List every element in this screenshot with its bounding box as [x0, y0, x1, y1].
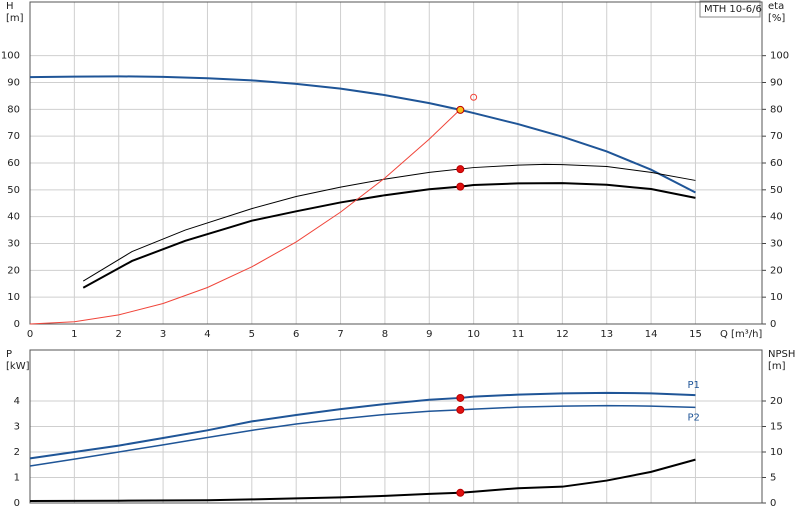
- y-tick-label: 10: [7, 292, 20, 303]
- series-label: P1: [687, 380, 699, 391]
- y2-axis-label: [%]: [768, 13, 785, 24]
- title-box: [699, 0, 761, 18]
- y-tick-label: 60: [7, 158, 20, 169]
- y-tick-label: 0: [14, 319, 20, 330]
- duty-point: [456, 488, 465, 497]
- y2-axis-label: [m]: [768, 361, 786, 372]
- duty-point: [470, 93, 478, 101]
- duty-point: [456, 105, 465, 114]
- y2-tick-label: 30: [770, 239, 783, 250]
- y-tick-label: 100: [1, 51, 20, 62]
- y-tick-label: 20: [7, 265, 20, 276]
- x-tick-label: 13: [600, 329, 613, 340]
- duty-point: [456, 165, 465, 174]
- y-axis-label: P: [6, 349, 12, 360]
- curve: [29, 458, 696, 502]
- series-label: P2: [687, 412, 699, 423]
- chart-title: MTH 10-6/6: [704, 4, 762, 15]
- duty-point: [456, 405, 465, 414]
- x-tick-label: 9: [426, 329, 432, 340]
- x-tick-label: 3: [160, 329, 166, 340]
- curve: [82, 182, 696, 289]
- y2-tick-label: 20: [770, 265, 783, 276]
- x-tick-label: 5: [249, 329, 255, 340]
- x-tick-label: 12: [556, 329, 569, 340]
- y2-tick-label: 0: [770, 319, 776, 330]
- y-tick-label: 40: [7, 212, 20, 223]
- y-tick-label: 80: [7, 104, 20, 115]
- y2-tick-label: 15: [770, 422, 783, 433]
- y2-tick-label: 0: [770, 498, 776, 509]
- y2-tick-label: 10: [770, 292, 783, 303]
- x-tick-label: 10: [467, 329, 480, 340]
- curve: [29, 108, 461, 325]
- y2-tick-label: 40: [770, 212, 783, 223]
- y-tick-label: 0: [14, 498, 20, 509]
- x-tick-label: 11: [512, 329, 525, 340]
- x-tick-label: 6: [293, 329, 299, 340]
- duty-point: [456, 182, 465, 191]
- y2-tick-label: 10: [770, 447, 783, 458]
- y-tick-label: 30: [7, 239, 20, 250]
- curve: [29, 391, 696, 460]
- y2-axis-label: eta: [768, 1, 784, 12]
- x-tick-label: 7: [337, 329, 343, 340]
- x-tick-label: 4: [204, 329, 210, 340]
- y2-axis-label: NPSH: [768, 349, 795, 360]
- y-tick-label: 70: [7, 131, 20, 142]
- curve: [82, 163, 696, 282]
- y-tick-label: 2: [14, 447, 20, 458]
- y2-tick-label: 80: [770, 104, 783, 115]
- y2-tick-label: 50: [770, 185, 783, 196]
- y2-tick-label: 20: [770, 396, 783, 407]
- x-axis-label: Q [m³/h]: [720, 329, 762, 340]
- y2-tick-label: 60: [770, 158, 783, 169]
- y-tick-label: 4: [14, 396, 20, 407]
- y2-tick-label: 70: [770, 131, 783, 142]
- y-axis-label: [m]: [6, 13, 24, 24]
- y-tick-label: 3: [14, 422, 20, 433]
- y-tick-label: 90: [7, 78, 20, 89]
- x-tick-label: 2: [116, 329, 122, 340]
- plot-frame: [29, 349, 763, 504]
- y-tick-label: 1: [14, 473, 20, 484]
- y2-tick-label: 5: [770, 473, 776, 484]
- duty-point: [456, 393, 465, 402]
- y-axis-label: H: [6, 1, 14, 12]
- curve: [29, 404, 696, 467]
- y2-tick-label: 100: [770, 51, 789, 62]
- y2-tick-label: 90: [770, 78, 783, 89]
- x-tick-label: 15: [689, 329, 702, 340]
- x-tick-label: 14: [645, 329, 658, 340]
- plot-frame: [29, 1, 763, 325]
- x-tick-label: 1: [71, 329, 77, 340]
- y-tick-label: 50: [7, 185, 20, 196]
- curve: [29, 75, 696, 194]
- y-axis-label: [kW]: [6, 361, 30, 372]
- x-tick-label: 0: [27, 329, 33, 340]
- x-tick-label: 8: [382, 329, 388, 340]
